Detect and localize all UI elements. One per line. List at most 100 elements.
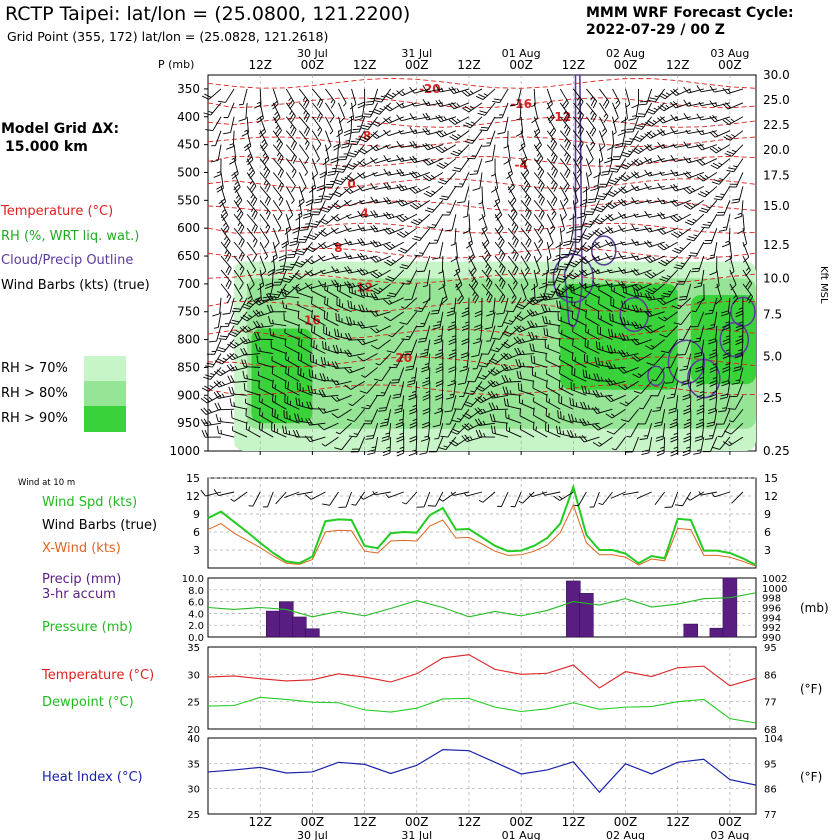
wind-barb	[531, 102, 539, 124]
wind-barb	[253, 88, 262, 109]
wind-barb	[271, 356, 287, 368]
wind-barb	[375, 353, 391, 366]
barb-flag	[219, 417, 222, 422]
barb-flag	[735, 338, 743, 342]
wind-barb	[231, 297, 248, 313]
barb-flag	[261, 412, 264, 417]
barb-flag	[590, 98, 596, 106]
barb-flag	[532, 407, 535, 416]
barb-flag	[385, 278, 393, 282]
barb-flag	[378, 271, 383, 276]
barb-flag	[310, 271, 314, 276]
wind-barb-10m	[230, 491, 248, 502]
barb-flag	[472, 368, 477, 370]
barb-flag	[243, 382, 246, 391]
wind-barb	[729, 283, 739, 305]
wind-barb	[242, 370, 261, 382]
barb-flag	[747, 283, 753, 290]
barb-flag	[320, 269, 324, 275]
barb-flag	[483, 432, 486, 438]
wind-barb	[585, 299, 600, 313]
wind-barb	[644, 182, 665, 190]
wind-barb	[392, 381, 405, 399]
barb-flag	[490, 391, 496, 398]
wind-barb	[435, 130, 457, 138]
wind-barb	[559, 172, 570, 193]
barb-flag	[218, 338, 227, 340]
wind-barb	[478, 353, 496, 368]
barb-staff	[715, 381, 718, 398]
barb-staff	[572, 331, 587, 340]
wind-barb	[298, 172, 307, 193]
barb-flag	[420, 351, 428, 355]
wind-barb	[396, 168, 417, 177]
barb-flag	[708, 435, 714, 437]
wind-barb	[275, 255, 287, 274]
date-label-bottom: 01 Aug	[502, 829, 541, 840]
wind-barb	[345, 158, 365, 170]
barb-flag	[598, 296, 600, 304]
wind-barb	[448, 353, 457, 373]
barb-flag	[474, 397, 482, 404]
wind-barb	[595, 186, 613, 201]
barb-staff	[701, 144, 718, 151]
wind-tick-right: 12	[764, 490, 778, 503]
wind-barb	[385, 144, 404, 149]
barb-flag	[296, 285, 298, 293]
barb-flag	[712, 114, 718, 122]
barb-staff	[441, 339, 444, 356]
barb-flag	[316, 185, 325, 189]
barb-flag	[370, 133, 377, 139]
barb-flag	[660, 446, 665, 449]
barb-flag	[707, 221, 712, 224]
barb-flag	[553, 495, 561, 501]
barb-staff	[654, 491, 666, 506]
barb-flag	[550, 291, 556, 293]
barb-staff	[466, 200, 470, 217]
barb-flag	[466, 157, 475, 160]
barb-staff	[401, 102, 417, 109]
wind-barb	[639, 423, 653, 440]
barb-flag	[373, 224, 379, 232]
barb-flag	[579, 258, 586, 264]
isotherm-line	[207, 136, 757, 148]
wind-barb	[220, 227, 231, 249]
barb-flag	[709, 396, 717, 401]
barb-staff	[546, 130, 558, 144]
barb-flag	[249, 302, 254, 306]
barb-flag	[280, 288, 284, 297]
wind-barb	[709, 256, 718, 276]
barb-flag	[289, 102, 295, 110]
wind-barb	[526, 309, 548, 317]
pressure-tick-label: 900	[177, 388, 200, 402]
barb-flag	[576, 172, 582, 179]
barb-flag	[289, 110, 293, 115]
barb-flag	[382, 449, 391, 454]
barb-flag	[403, 354, 412, 356]
barb-flag	[383, 155, 389, 162]
barb-flag	[259, 131, 266, 138]
wind-barb	[347, 300, 365, 313]
barb-flag	[570, 414, 574, 422]
barb-flag	[619, 402, 627, 407]
barb-flag	[646, 255, 654, 262]
barb-flag	[631, 160, 638, 167]
barb-flag	[580, 401, 584, 410]
barb-staff	[649, 241, 665, 248]
wind-barb	[246, 213, 258, 234]
barb-flag	[550, 140, 556, 148]
barb-staff	[205, 491, 222, 497]
barb-flag	[243, 347, 248, 356]
barb-flag	[566, 170, 571, 179]
barb-flag	[474, 324, 482, 328]
barb-flag	[558, 325, 560, 333]
barb-flag	[550, 268, 558, 271]
barb-flag	[496, 405, 499, 410]
barb-flag	[275, 125, 279, 129]
wind-barb	[709, 85, 730, 93]
barb-flag	[585, 299, 587, 304]
wind-barb	[683, 199, 705, 210]
barb-flag	[471, 155, 477, 157]
barb-flag	[241, 305, 250, 310]
barb-flag	[646, 240, 653, 247]
